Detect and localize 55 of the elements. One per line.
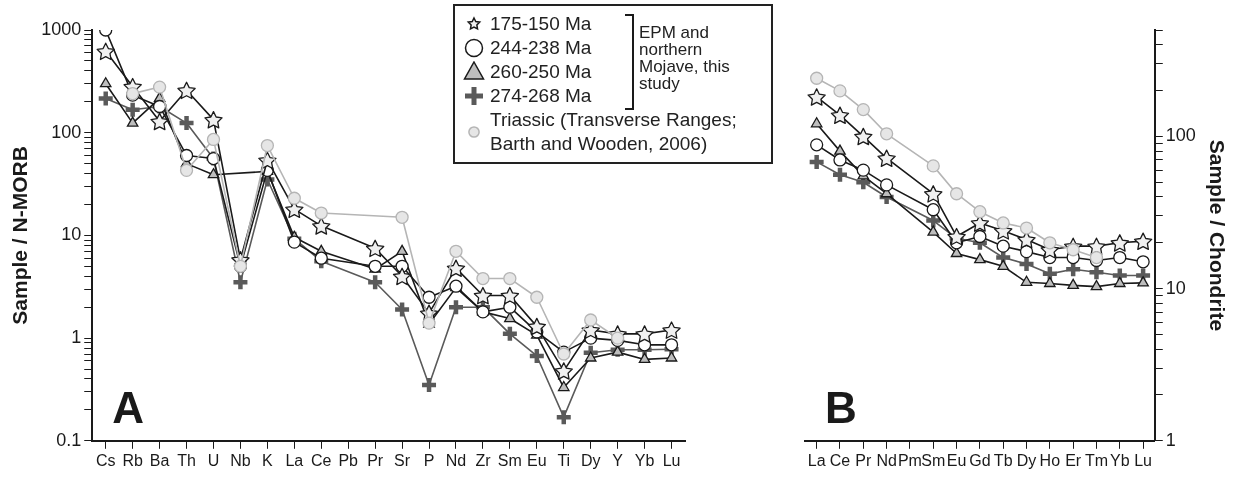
x-tick-label: Ba xyxy=(149,451,170,469)
x-tick-label: Tb xyxy=(993,451,1013,469)
x-tick-label: Nb xyxy=(230,451,251,469)
x-tick-label: Lu xyxy=(1134,451,1153,469)
legend-label: Triassic (Transverse Ranges; Barth and Wooden, 2006) xyxy=(490,108,738,156)
x-tick-label: Er xyxy=(1065,451,1082,469)
x-tick-label: La xyxy=(807,451,826,469)
x-tick-label: Cs xyxy=(95,451,116,469)
y-tick-label: 100 xyxy=(51,121,82,142)
x-tick-label: Sr xyxy=(394,451,411,469)
x-tick-label: Nd xyxy=(445,451,467,469)
legend-label: 260-250 Ma xyxy=(490,60,592,84)
legend-label: 274-268 Ma xyxy=(490,84,592,108)
x-tick-label: Pr xyxy=(367,451,384,469)
y-tick-label: 10 xyxy=(1165,277,1186,298)
y-axis-title: Sample / Chondrite xyxy=(1205,139,1229,332)
x-tick-label: Y xyxy=(612,451,624,469)
y-tick-label: 1 xyxy=(1165,429,1176,450)
x-tick-label: Sm xyxy=(921,451,946,469)
x-tick-label: Sm xyxy=(497,451,522,469)
x-tick-label: Th xyxy=(177,451,196,469)
x-tick-label: Ce xyxy=(829,451,851,469)
x-tick-label: Rb xyxy=(122,451,143,469)
x-tick-label: Yb xyxy=(634,451,655,469)
x-tick-label: Yb xyxy=(1110,451,1130,469)
x-tick-label: Pm xyxy=(897,451,922,469)
y-tick-label: 10 xyxy=(61,224,82,245)
x-tick-label: Dy xyxy=(580,451,601,469)
x-tick-label: Dy xyxy=(1016,451,1037,469)
annotation: B xyxy=(825,382,857,432)
y-tick-label: 1 xyxy=(71,327,82,348)
x-tick-label: Ti xyxy=(557,451,571,469)
x-tick-label: Pr xyxy=(855,451,872,469)
x-tick-label: La xyxy=(285,451,304,469)
y-tick-label: 100 xyxy=(1165,125,1196,146)
x-tick-label: U xyxy=(207,451,220,469)
x-tick-label: Pb xyxy=(338,451,359,469)
annotation: A xyxy=(112,382,145,432)
x-tick-label: Gd xyxy=(969,451,991,469)
x-tick-label: Zr xyxy=(475,451,492,469)
y-tick-label: 0.1 xyxy=(56,429,82,450)
x-tick-label: Nd xyxy=(876,451,897,469)
legend-label: 175-150 Ma xyxy=(490,12,592,36)
x-tick-label: Tm xyxy=(1084,451,1109,469)
y-axis-title: Sample / N-MORB xyxy=(8,146,32,325)
x-tick-label: Ho xyxy=(1039,451,1061,469)
annotation: EPM and northern Mojave, this study xyxy=(639,23,731,93)
legend-label: 244-238 Ma xyxy=(490,36,592,60)
x-tick-label: Eu xyxy=(946,451,967,469)
x-tick-label: P xyxy=(423,451,435,469)
x-tick-label: Lu xyxy=(662,451,681,469)
x-tick-label: Ce xyxy=(311,451,332,469)
x-tick-label: Eu xyxy=(527,451,547,469)
x-tick-label: K xyxy=(262,451,274,469)
y-tick-label: 1000 xyxy=(41,18,82,39)
